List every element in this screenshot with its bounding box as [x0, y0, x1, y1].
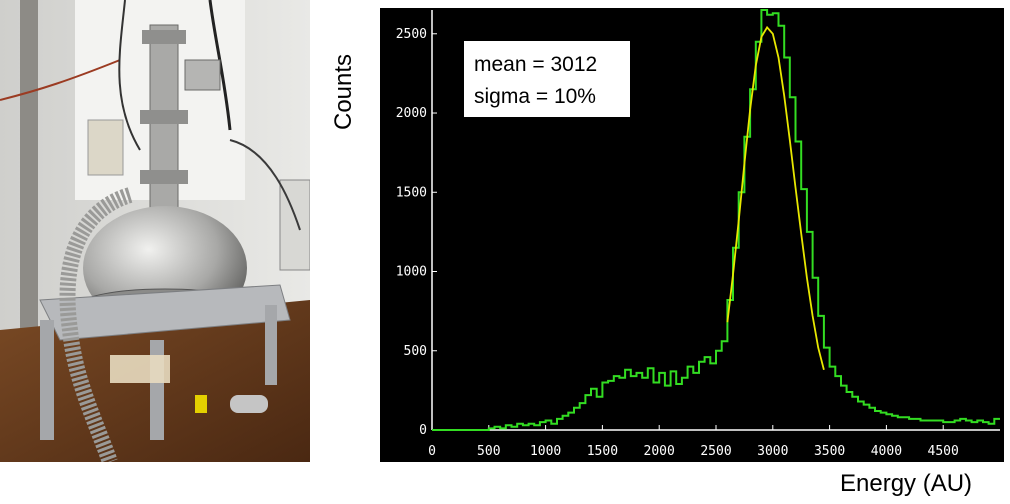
y-axis-label: Counts: [330, 53, 357, 130]
x-tick-label: 4500: [928, 444, 959, 459]
y-tick-label: 1000: [396, 265, 427, 280]
x-tick-label: 2000: [644, 444, 675, 459]
y-tick-label: 1500: [396, 185, 427, 200]
y-tick-label: 2500: [396, 27, 427, 42]
x-tick-label: 0: [428, 444, 436, 459]
gaussian-fit-curve: [726, 25, 825, 371]
y-tick-label: 2000: [396, 106, 427, 121]
vacuum-chamber-photo: [0, 0, 310, 462]
sigma-annotation: sigma = 10%: [474, 85, 596, 108]
x-tick-label: 3000: [757, 444, 788, 459]
x-tick-label: 2500: [700, 444, 731, 459]
mean-annotation: mean = 3012: [474, 53, 598, 76]
x-tick-labels: 0 500 1000 1500 2000 2500 3000 3500 4000 4500: [428, 444, 959, 459]
x-tick-label: 3500: [814, 444, 845, 459]
histogram-series: [432, 9, 1000, 431]
series-group: [432, 9, 1000, 431]
x-axis-label: Energy (AU): [840, 470, 973, 497]
y-tick-labels: 0 500 1000 1500 2000 2500: [396, 27, 427, 438]
y-tick-label: 500: [404, 344, 427, 359]
x-tick-label: 500: [477, 444, 500, 459]
y-tick-label: 0: [419, 423, 427, 438]
x-tick-label: 1500: [587, 444, 618, 459]
x-tick-label: 4000: [871, 444, 902, 459]
fit-stats-box: mean = 3012 sigma = 10%: [463, 40, 631, 118]
x-tick-label: 1000: [530, 444, 561, 459]
